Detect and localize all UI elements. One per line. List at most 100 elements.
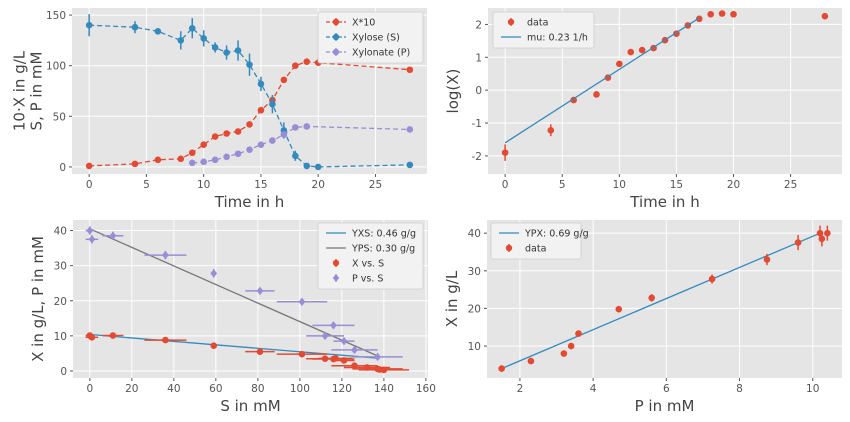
data-point [794,239,802,246]
data-point [718,10,726,17]
series-x-vs-s [85,332,410,374]
data-point [200,35,207,42]
data-point [321,355,329,362]
y-tick-label: -1 [472,118,482,130]
data-point [292,152,299,160]
y-tick-label: 100 [46,61,66,73]
legend-label: P vs. S [352,274,383,285]
data-point [707,10,714,18]
y-axis-label: 10·X in g/LS, P in mM [11,50,46,131]
x-tick-label: 10 [613,179,626,191]
data-point [88,235,96,244]
data-point [648,294,655,302]
x-tick-label: 5 [559,179,566,191]
series-yxs-0-46-g-g [89,333,380,359]
data-point [303,123,311,130]
legend-label: X*10 [352,18,375,29]
legend-box [317,11,424,64]
legend: X*10 Xylose (S) Xylonate (P) [317,11,424,64]
legend-label: mu: 0.23 1/h [527,33,588,44]
data-point [177,155,185,163]
x-tick-label: 0 [86,383,93,395]
legend-label: YPX: 0.69 g/g [524,229,589,240]
data-point [131,23,139,31]
data-point [547,126,555,134]
legend: YPX: 0.69 g/g data [490,222,589,260]
y-tick-label: 40 [54,226,67,238]
data-point [280,76,288,84]
data-point [109,231,117,240]
data-point [85,21,93,29]
data-point [374,352,381,362]
x-tick-label: 80 [251,383,264,395]
series-mu-0-23-1-h [504,17,700,144]
y-tick-label: 0 [59,162,66,174]
legend-swatch-marker [332,48,340,56]
data-point [246,121,253,128]
data-point [330,321,337,330]
data-point [314,163,322,171]
legend-box [492,11,595,49]
x-tick-label: 120 [332,383,352,395]
y-axis-label: X in g/L, P in mM [29,236,47,362]
x-tick-label: 4 [590,383,597,395]
y-axis-label: log(X) [444,69,462,114]
data-point [332,355,339,362]
x-tick-label: 15 [254,179,267,191]
data-point [246,61,253,68]
legend-label: X vs. S [352,259,384,270]
data-point [85,162,93,170]
x-axis-label: Time in h [214,193,284,211]
data-point [340,357,348,364]
data-point [256,286,264,296]
data-point [292,124,299,131]
series-xylonate-p [188,123,414,167]
data-point [88,333,96,341]
data-point [824,229,831,237]
data-point [363,364,371,371]
x-tick-label: 140 [374,383,394,395]
y-tick-label: 20 [54,296,67,308]
data-point [211,156,219,164]
x-axis-label: S in mM [220,397,280,415]
data-point [200,158,207,166]
data-point [406,161,414,169]
y-tick-label: 40 [468,228,481,240]
x-tick-label: 25 [784,179,797,191]
data-point [560,350,568,357]
data-point [527,357,535,365]
data-point [638,46,646,54]
legend-label: Xylose (S) [352,33,400,44]
x-tick-label: 2 [517,383,524,395]
data-point [257,106,265,114]
y-tick-label: 30 [468,266,481,278]
data-point [616,60,623,68]
data-point [321,331,329,341]
y-tick-label: 50 [53,111,66,123]
x-tick-label: 60 [209,383,222,395]
legend-swatch-marker [332,33,340,41]
legend-swatch-marker [332,259,340,267]
x-tick-label: 100 [290,383,310,395]
data-point [210,269,218,278]
legend-label: data [525,244,546,255]
data-point [298,350,306,358]
data-point [211,133,219,140]
x-tick-label: 5 [143,179,150,191]
data-point [188,149,196,157]
x-tick-label: 25 [369,179,382,191]
data-point [498,365,505,372]
data-point [501,149,509,156]
data-point [210,342,218,349]
y-tick-label: 30 [54,261,67,273]
data-point [292,62,299,69]
x-tick-label: 160 [416,383,436,395]
data-point [406,126,414,133]
data-point [340,336,348,346]
data-point [234,128,242,135]
data-point [162,336,169,344]
x-tick-label: 8 [736,383,743,395]
legend-swatch-marker [332,18,340,26]
data-point [351,362,358,370]
